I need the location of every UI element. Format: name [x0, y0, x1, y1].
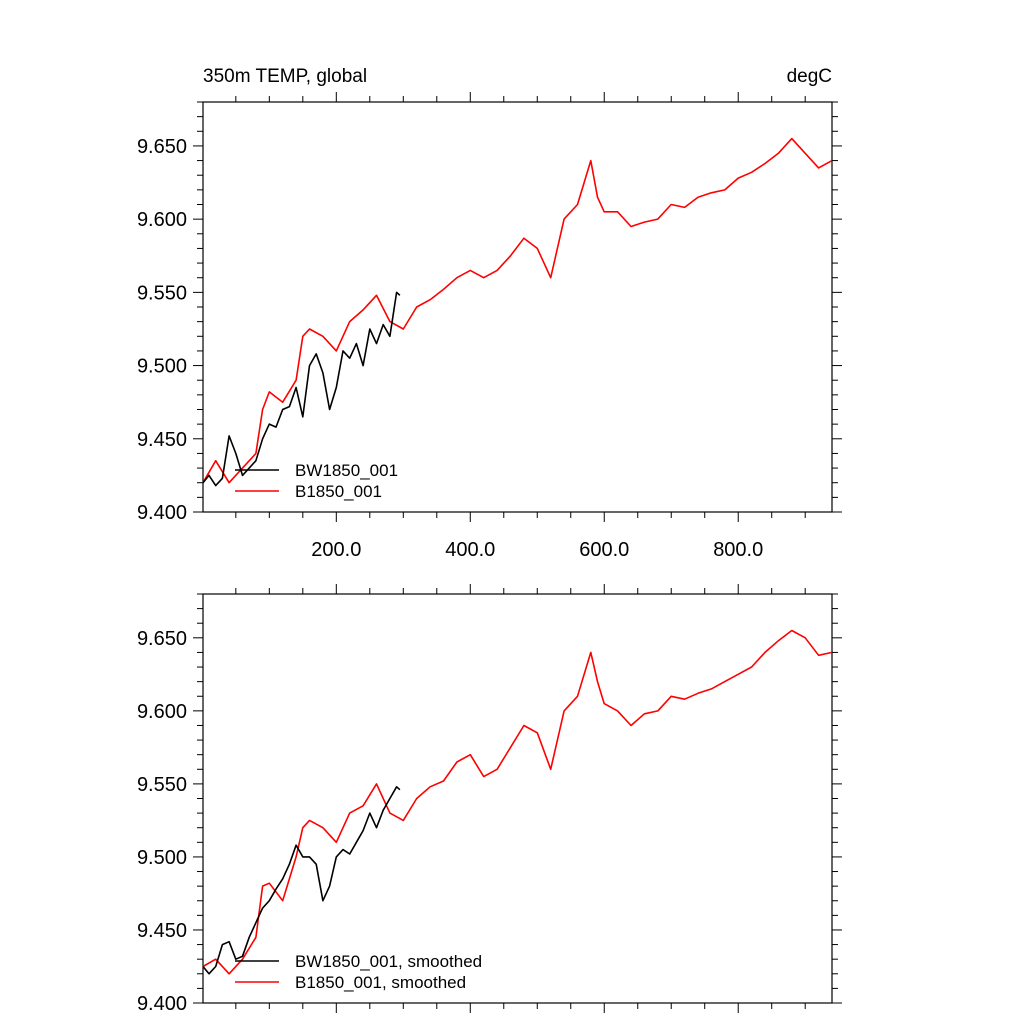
y-tick-label: 9.600: [137, 701, 187, 723]
y-tick-label: 9.450: [137, 920, 187, 942]
legend-label: B1850_001: [295, 482, 382, 501]
y-tick-label: 9.400: [137, 993, 187, 1015]
y-tick-label: 9.650: [137, 136, 187, 158]
x-tick-label: 600.0: [579, 539, 629, 561]
legend-label: B1850_001, smoothed: [295, 973, 466, 992]
y-tick-label: 9.550: [137, 282, 187, 304]
series-line-1: [202, 785, 401, 975]
units-label: degC: [787, 66, 832, 87]
y-tick-label: 9.550: [137, 774, 187, 796]
y-tick-label: 9.400: [137, 502, 187, 524]
series-line-1: [202, 291, 401, 487]
legend-label: BW1850_001: [295, 461, 398, 480]
y-tick-label: 9.500: [137, 356, 187, 378]
chart-panel-2: 9.400 9.450 9.500 9.550 9.600 9.650 BW1850_001…: [137, 584, 842, 1015]
plot-frame: [202, 593, 833, 1004]
y-tick-label: 9.650: [137, 628, 187, 650]
series-line-2: [202, 137, 833, 484]
x-tick-label: 200.0: [311, 539, 361, 561]
y-tick-label: 9.450: [137, 429, 187, 451]
chart-panel-1: 9.400 9.450 9.500 9.550 9.600 9.650 200.0 400.0…: [137, 66, 842, 561]
legend-label: BW1850_001, smoothed: [295, 952, 482, 971]
chart-title: 350m TEMP, global: [203, 66, 367, 87]
plot-frame: [202, 101, 833, 513]
x-tick-label: 400.0: [445, 539, 495, 561]
series-line-2: [202, 629, 833, 975]
y-tick-label: 9.500: [137, 847, 187, 869]
y-tick-label: 9.600: [137, 209, 187, 231]
x-tick-label: 800.0: [713, 539, 763, 561]
